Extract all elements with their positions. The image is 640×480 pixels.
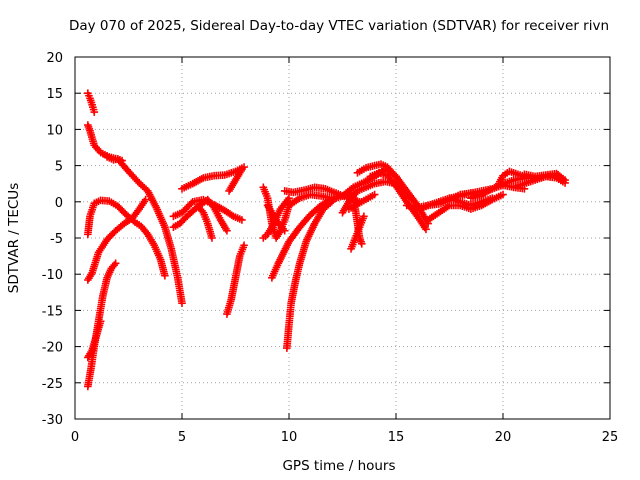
data-point [357,239,366,248]
data-point [238,216,246,224]
series-arc-9 [169,195,231,235]
x-tick-label: 10 [281,430,298,445]
x-tick-label: 20 [495,430,512,445]
data-marks [84,89,569,391]
series-arc-13 [225,165,246,195]
series-arc-6 [84,317,105,362]
series-arc-24 [349,194,366,248]
x-tick-label: 15 [388,430,405,445]
y-tick-label: 10 [46,123,63,138]
series-arc-18 [283,198,336,352]
data-point [285,194,293,202]
x-tick-label: 0 [71,430,79,445]
data-point [141,195,150,204]
y-tick-label: -20 [42,341,63,356]
y-tick-label: 20 [46,51,63,66]
x-tick-label: 25 [602,430,619,445]
y-tick-label: 5 [55,160,63,175]
series-arc-27 [366,169,430,234]
y-tick-label: 0 [55,196,63,211]
y-tick-label: -30 [42,413,63,428]
data-point [223,226,231,235]
data-point [238,165,246,174]
series-arc-1 [84,89,99,116]
series-arc-4 [84,195,150,284]
series-arc-2 [84,121,186,307]
y-tick-label: -25 [42,377,63,392]
data-point [370,190,379,199]
series-arc-12 [223,241,248,318]
data-point [559,174,567,183]
data-point [499,190,507,199]
y-tick-label: -15 [42,304,63,319]
data-point [360,212,368,221]
axis-ticks: 0 5 10 15 20 25 -30 -25 -20 -15 -10 -5 0 5 10 15 20 [42,51,619,445]
data-point [118,156,126,165]
data-point [90,108,99,116]
x-axis-label: GPS time / hours [282,458,395,474]
data-point [161,271,169,280]
data-point [561,179,569,187]
x-tick-label: 5 [178,430,186,445]
series-arc-16 [263,201,289,235]
y-tick-label: -10 [42,268,63,283]
data-point [280,226,289,235]
series-arc-11 [195,203,216,242]
data-point [111,259,120,268]
y-axis-label: SDTVAR / TECUs [6,183,22,293]
series-arc-35 [520,169,567,183]
data-point [409,196,417,205]
grid [75,57,610,419]
data-point [422,225,430,234]
y-tick-label: 15 [46,87,63,102]
data-point [240,241,248,250]
series-arc-7 [103,153,126,165]
data-point [178,299,186,307]
series-arc-30 [424,190,507,224]
data-point [96,317,105,326]
y-tick-label: -5 [50,232,63,247]
chart-title: Day 070 of 2025, Sidereal Day-to-day VTE… [69,18,609,34]
series-arc-10 [178,163,248,193]
data-point [208,234,216,242]
